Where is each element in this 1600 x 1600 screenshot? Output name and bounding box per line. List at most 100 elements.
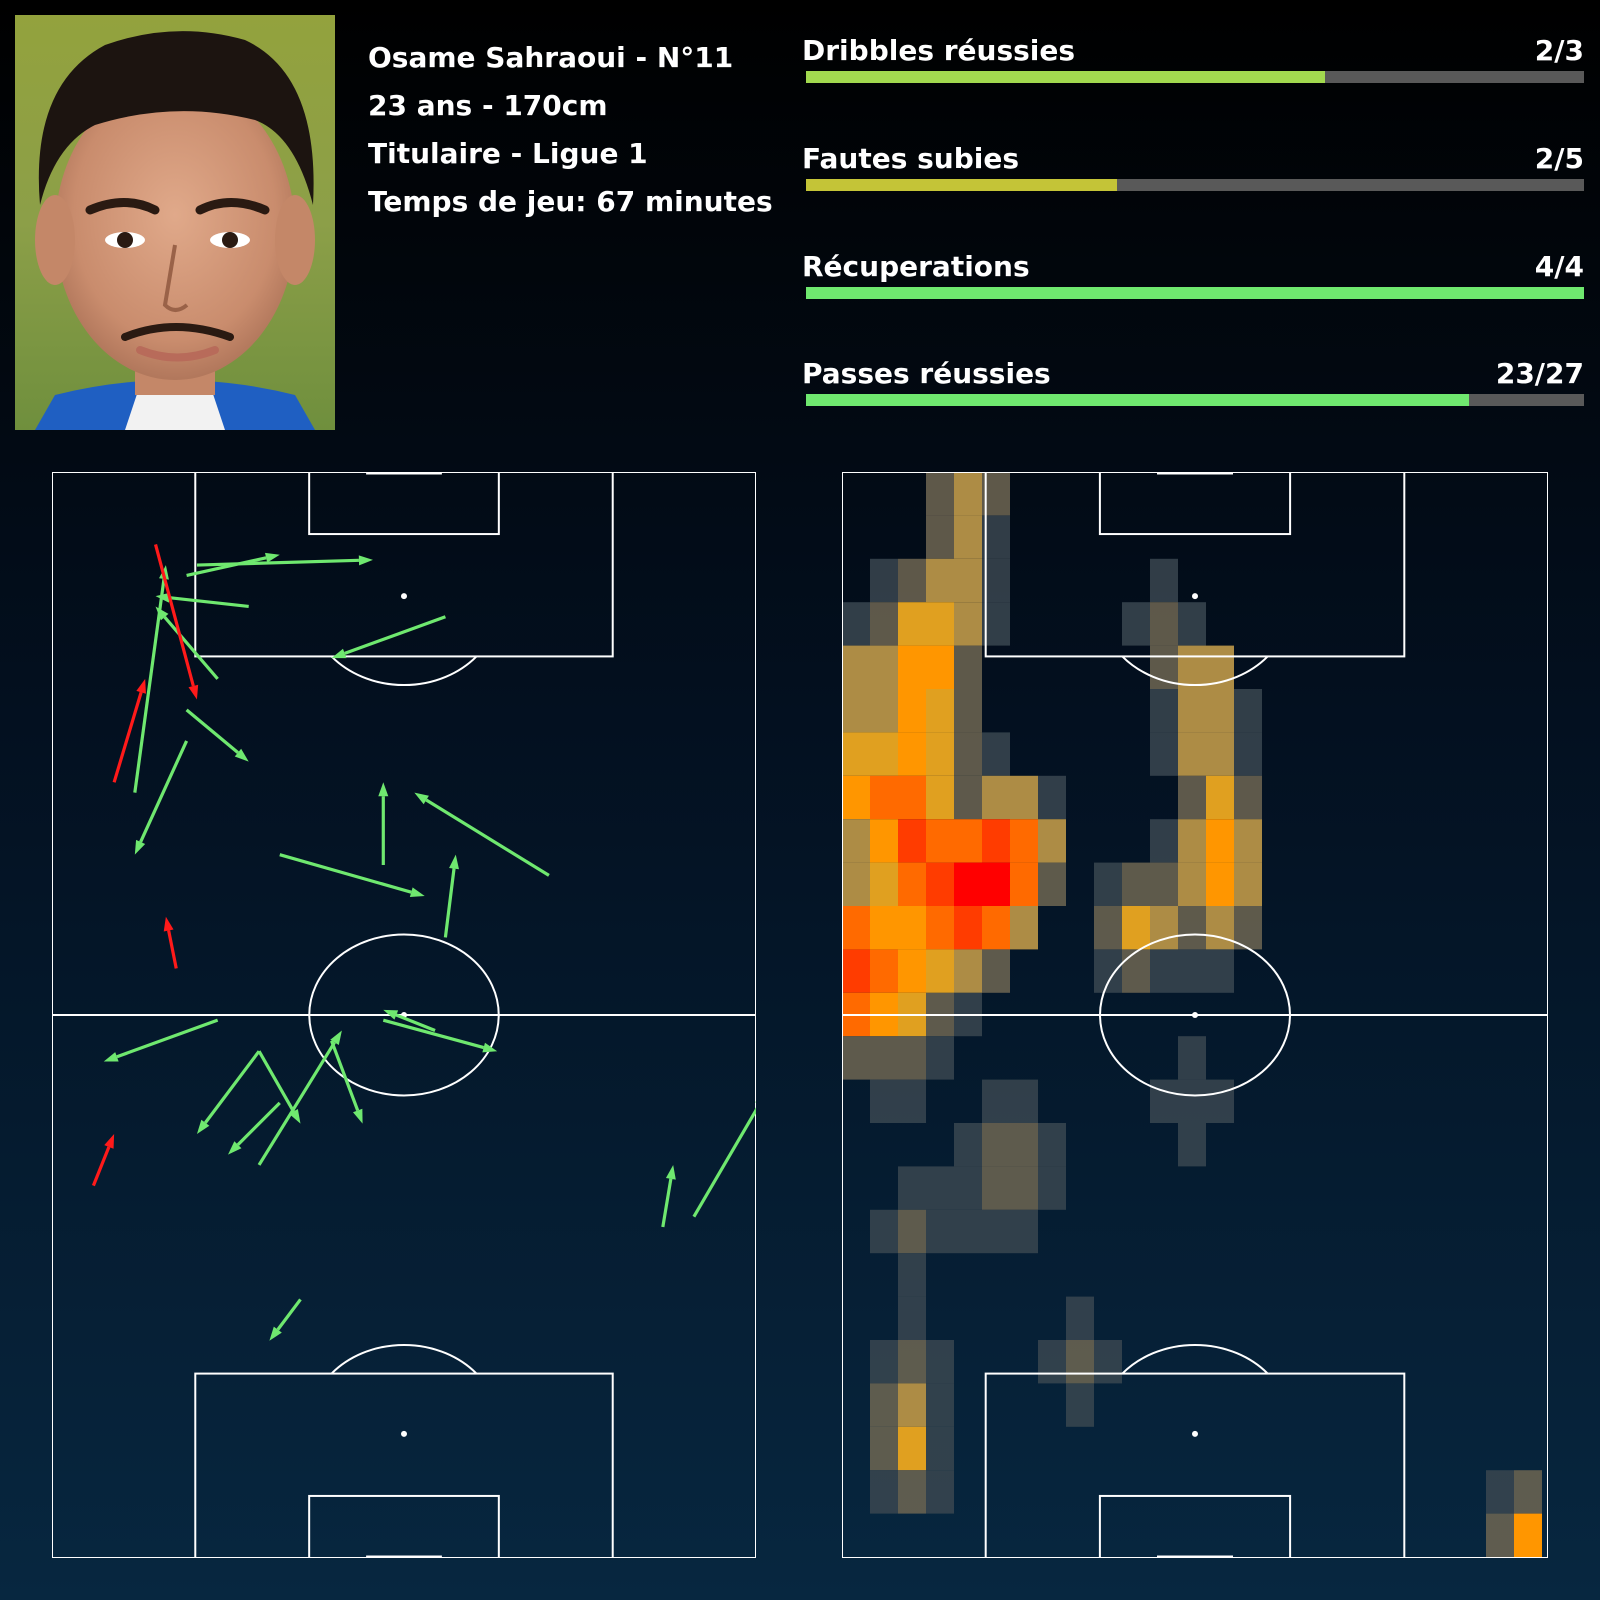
heatmap-cell [982, 819, 1010, 863]
heatmap-cell [954, 645, 982, 689]
penalty-spot-bottom [1192, 1430, 1198, 1437]
heatmap-cell [870, 558, 898, 603]
heatmap-cell [870, 906, 898, 950]
center-circle [308, 933, 500, 1097]
heatmap-cell [982, 862, 1010, 906]
heatmap-cell [954, 1166, 982, 1210]
heatmap-cell [842, 906, 870, 950]
pass-arrow-head [103, 1052, 119, 1062]
heatmap-cell [1486, 1513, 1514, 1557]
heatmap-cell [870, 645, 898, 689]
pass-arrow-success [395, 1013, 436, 1033]
penalty-area-top [194, 472, 614, 658]
pass-arrow-fail [91, 1146, 111, 1187]
pass-arrow-head [136, 678, 146, 694]
pass-arrow-head [449, 854, 459, 870]
pass-arrow-success [443, 868, 456, 938]
pass-arrow-success [163, 616, 219, 680]
stat-passes: Passes réussies 23/27 [802, 357, 1584, 437]
pass-arrow-head [196, 1119, 210, 1134]
pass-arrow-head [331, 648, 347, 659]
heatmap-cell [870, 689, 898, 733]
heatmap-cell [1066, 1296, 1094, 1340]
heatmap-cell [870, 775, 898, 820]
pass-map-pitch [52, 472, 756, 1558]
heatmap-cell [1010, 775, 1038, 820]
heatmap-cell [1234, 732, 1262, 776]
pass-arrow-head [482, 1042, 498, 1053]
heatmap-cell [870, 602, 898, 646]
penalty-spot-bottom [401, 1430, 407, 1437]
heatmap-cell [954, 949, 982, 993]
player-age-height: 23 ans - 170cm [368, 89, 608, 122]
penalty-arc-bottom [330, 1344, 478, 1375]
heatmap-cell [954, 515, 982, 559]
pass-arrow-success [425, 798, 550, 877]
stat-fouls-suffered: Fautes subies 2/5 [802, 142, 1584, 222]
heatmap-cell [1206, 1079, 1234, 1123]
heatmap-cell [870, 732, 898, 776]
heatmap-cell [982, 1209, 1010, 1254]
heatmap-cell [1038, 775, 1066, 820]
heatmap-cell [842, 732, 870, 776]
heatmap-cell [1178, 949, 1206, 993]
heatmap-cell [954, 602, 982, 646]
penalty-area-bottom [984, 1372, 1406, 1558]
heatmap-cell [1178, 645, 1206, 689]
heatmap-cell [926, 1209, 954, 1254]
heatmap-cell [926, 558, 954, 603]
player-photo [15, 15, 335, 430]
heatmap-cell [1150, 558, 1178, 603]
heatmap-cell [1514, 1470, 1542, 1514]
penalty-spot-top [1192, 593, 1198, 600]
pass-arrow-success [382, 1018, 485, 1050]
heatmap-cell [898, 775, 926, 820]
heatmap-cell [842, 949, 870, 993]
heatmap-cell [982, 1123, 1010, 1167]
pass-arrow-success [257, 1041, 336, 1166]
pass-arrow-head [665, 1164, 676, 1180]
player-status-league: Titulaire - Ligue 1 [368, 137, 648, 170]
pass-arrow-head [134, 839, 146, 855]
heatmap-cell [898, 1209, 926, 1254]
heatmap-cell [898, 906, 926, 950]
heatmap-cell [1178, 1123, 1206, 1167]
pass-arrow-head [269, 1326, 282, 1341]
heatmap-cell [1178, 732, 1206, 776]
pass-arrow-success [344, 615, 446, 655]
heatmap-cell [954, 558, 982, 603]
heatmap-cell [1234, 819, 1262, 863]
heatmap-cell [898, 1079, 926, 1123]
heatmap-cell [1010, 1209, 1038, 1254]
heatmap-cell [926, 645, 954, 689]
heatmap-cell [842, 819, 870, 863]
heatmap-cell [1234, 775, 1262, 820]
heatmap-cell [898, 1166, 926, 1210]
heatmap-cell [982, 1079, 1010, 1123]
stat-bar-fill [806, 179, 1118, 191]
stat-value: 2/5 [1534, 142, 1584, 175]
heatmap-cell [1010, 1079, 1038, 1123]
center-circle [1099, 933, 1291, 1097]
stat-dribbles: Dribbles réussies 2/3 [802, 34, 1584, 114]
pass-arrow-head [265, 552, 280, 563]
heatmap-cell [926, 949, 954, 993]
pass-arrow-head [414, 792, 429, 805]
heatmap-cell [926, 689, 954, 733]
pass-arrow-head [188, 684, 199, 700]
heatmap-cell [926, 819, 954, 863]
stat-label: Récuperations [802, 250, 1030, 283]
heatmap-cell [1178, 819, 1206, 863]
heatmap-cell [1178, 775, 1206, 820]
heatmap-cell [954, 1123, 982, 1167]
pass-arrow-head [155, 606, 169, 621]
heatmap-cell [1010, 862, 1038, 906]
pass-arrow-success [204, 1050, 261, 1124]
heatmap-cell [1066, 1383, 1094, 1427]
stat-bar-track [806, 179, 1584, 191]
heatmap-cell [870, 862, 898, 906]
heatmap-cell [1150, 732, 1178, 776]
heatmap-cell [1010, 819, 1038, 863]
heatmap-cell [926, 515, 954, 559]
penalty-arc-bottom [1121, 1344, 1269, 1375]
